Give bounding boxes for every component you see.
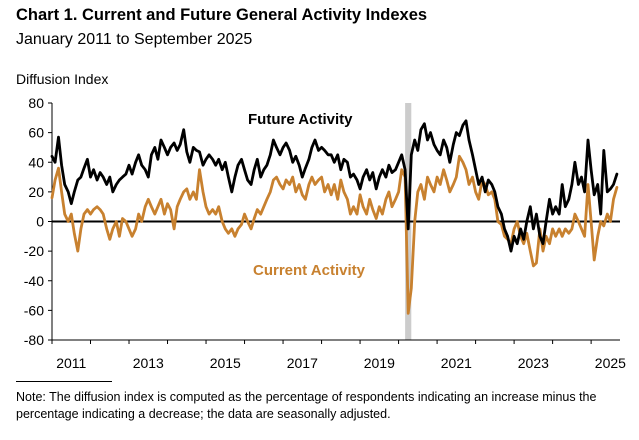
y-tick-label: -40: [24, 273, 44, 289]
y-tick-label: 80: [28, 95, 44, 111]
x-tick-label: 2019: [364, 355, 395, 371]
y-tick-label: 40: [28, 154, 44, 170]
footnote-divider: [16, 381, 112, 382]
x-tick-label: 2011: [56, 355, 86, 371]
y-axis-label: Diffusion Index: [16, 71, 108, 87]
page-subtitle: January 2011 to September 2025: [16, 31, 253, 48]
x-tick-label: 2015: [210, 355, 241, 371]
x-tick-label: 2021: [441, 355, 472, 371]
x-tick-label: 2023: [518, 355, 549, 371]
future-activity-line: [50, 119, 619, 253]
y-tick-label: -60: [24, 302, 44, 318]
footnote: Note: The diffusion index is computed as…: [16, 390, 597, 421]
page-title: Chart 1. Current and Future General Acti…: [16, 6, 428, 24]
y-tick-label: 20: [28, 184, 44, 200]
y-tick-label: 60: [28, 125, 44, 141]
y-tick-label: -80: [24, 332, 44, 348]
current-activity-line: [50, 154, 619, 315]
y-tick-label: -20: [24, 243, 44, 259]
x-tick-label: 2025: [595, 355, 626, 371]
future-activity-annotation: Future Activity: [248, 111, 353, 128]
y-tick-label: 0: [36, 214, 44, 230]
current-activity-annotation: Current Activity: [253, 262, 366, 279]
x-tick-label: 2017: [287, 355, 318, 371]
x-tick-label: 2013: [133, 355, 164, 371]
